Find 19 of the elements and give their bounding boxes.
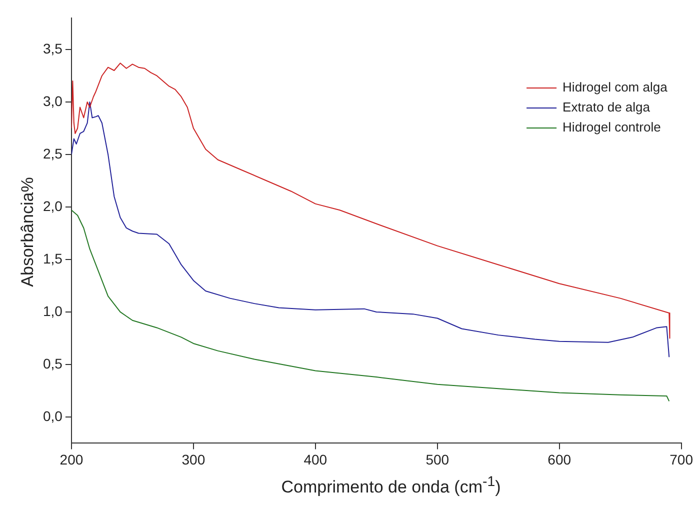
x-tick-label: 200 bbox=[60, 451, 84, 468]
x-tick-label: 700 bbox=[670, 451, 694, 468]
y-tick-label: 2,0 bbox=[42, 198, 63, 214]
y-tick-label: 1,5 bbox=[42, 250, 63, 266]
legend-label: Hidrogel controle bbox=[562, 120, 661, 135]
legend-label: Hidrogel com alga bbox=[562, 80, 668, 95]
x-tick-label: 300 bbox=[182, 451, 206, 468]
y-tick-label: 3,0 bbox=[42, 92, 63, 109]
x-tick-label: 600 bbox=[548, 451, 572, 468]
legend-label: Extrato de alga bbox=[562, 100, 651, 115]
x-axis-title: Comprimento de onda (cm$^{-1}$) bbox=[280, 474, 502, 498]
y-tick-label: 0,0 bbox=[42, 408, 63, 424]
y-tick-label: 0,5 bbox=[42, 355, 63, 372]
y-tick-label: 3,5 bbox=[42, 40, 63, 56]
y-tick-label: 2,5 bbox=[42, 145, 63, 162]
x-tick-label: 500 bbox=[426, 451, 450, 468]
y-axis-title: Absorbância% bbox=[18, 177, 38, 287]
x-tick-label: 400 bbox=[304, 451, 328, 468]
y-tick-label: 1,0 bbox=[42, 302, 63, 319]
